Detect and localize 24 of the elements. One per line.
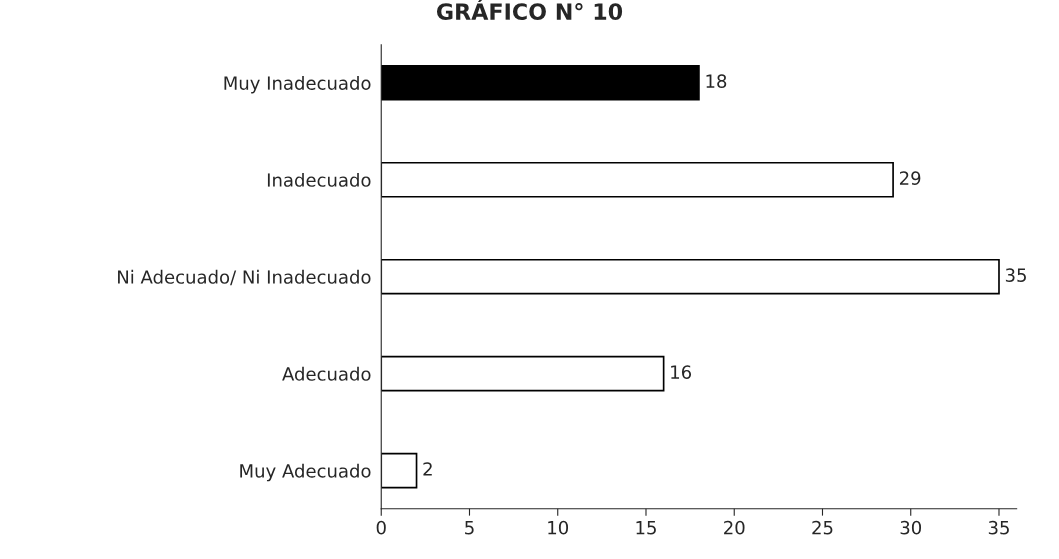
x-tick-label: 10 xyxy=(548,520,569,535)
bar xyxy=(381,258,1000,295)
data-label: 18 xyxy=(706,74,727,89)
y-tick-label: Muy Inadecuado xyxy=(224,75,371,94)
y-tick-label: Muy Adecuado xyxy=(240,463,371,482)
x-tick-label: 15 xyxy=(636,521,656,535)
x-tick-label: 20 xyxy=(724,520,745,535)
x-tick-label: 0 xyxy=(376,520,386,535)
chart-title: GRÁFICO N° 10 xyxy=(436,0,623,20)
bar xyxy=(381,161,894,198)
x-tick-label: 35 xyxy=(988,520,1009,535)
data-label: 35 xyxy=(1005,268,1026,282)
data-label: 29 xyxy=(899,171,921,185)
bar xyxy=(381,355,665,392)
y-tick-label: Ni Adecuado/ Ni Inadecuado xyxy=(118,269,371,286)
data-label: 2 xyxy=(423,462,432,476)
bar xyxy=(381,452,418,489)
x-tick-label: 30 xyxy=(900,520,922,535)
y-tick-label: Adecuado xyxy=(282,366,371,381)
y-tick-label: Inadecuado xyxy=(267,172,371,187)
x-tick-label: 25 xyxy=(812,520,833,535)
bar xyxy=(381,64,700,101)
data-label: 16 xyxy=(671,365,692,379)
x-tick-label: 5 xyxy=(465,521,474,535)
